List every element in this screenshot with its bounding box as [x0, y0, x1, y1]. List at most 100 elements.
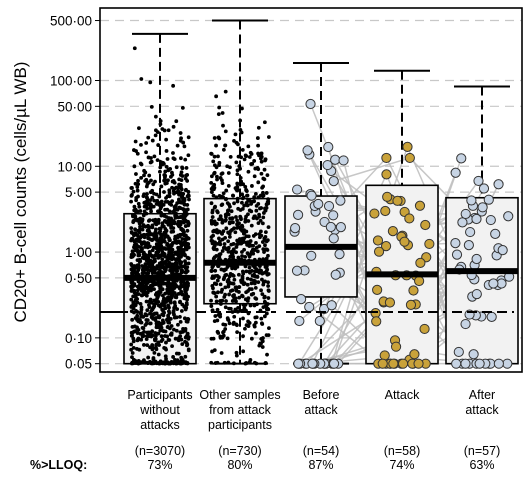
sample-point [158, 328, 163, 333]
sample-point [157, 244, 161, 248]
sample-point [137, 361, 142, 365]
sample-point [253, 191, 258, 196]
paired-point [457, 217, 468, 228]
sample-point [215, 278, 220, 283]
sample-point [150, 345, 155, 350]
sample-point [165, 234, 170, 239]
sample-point [153, 114, 158, 119]
paired-point [493, 179, 504, 190]
sample-point [186, 335, 191, 340]
sample-point [242, 247, 247, 252]
sample-point [175, 307, 180, 312]
sample-point [150, 138, 155, 143]
paired-point [296, 294, 307, 305]
sample-point [215, 177, 219, 182]
sample-point [256, 167, 261, 172]
sample-point [174, 351, 179, 356]
sample-point [233, 132, 238, 137]
sample-point [265, 306, 270, 311]
sample-point [152, 154, 157, 159]
sample-point [129, 237, 134, 241]
sample-point [152, 337, 157, 342]
paired-point [304, 301, 315, 313]
sample-point [263, 279, 267, 284]
sample-point [266, 284, 271, 288]
sample-point [243, 217, 248, 222]
sample-point [223, 292, 227, 297]
sample-point [264, 269, 269, 274]
sample-count: (n=58) [383, 444, 421, 458]
sample-point [247, 254, 252, 259]
sample-point [228, 204, 232, 209]
sample-point [181, 250, 186, 254]
sample-point [131, 189, 136, 194]
sample-point [231, 193, 235, 198]
sample-point [172, 207, 177, 212]
sample-point [218, 335, 223, 340]
sample-point [132, 310, 136, 315]
sample-point [220, 287, 225, 292]
sample-point [132, 233, 136, 238]
sample-point [252, 195, 257, 200]
x-category-line: without [140, 403, 180, 417]
sample-point [214, 195, 219, 200]
paired-point [409, 349, 420, 360]
sample-point [131, 345, 136, 350]
sample-point [174, 328, 179, 333]
sample-point [153, 360, 157, 365]
sample-point [145, 192, 149, 196]
sample-point [214, 94, 219, 99]
sample-point [136, 336, 141, 341]
sample-point [220, 298, 225, 303]
sample-point [146, 135, 151, 140]
sample-point [178, 291, 183, 296]
sample-point [165, 287, 170, 292]
sample-point [183, 259, 187, 263]
sample-point [132, 46, 137, 51]
sample-point [166, 295, 170, 300]
paired-point [471, 213, 482, 225]
sample-point [209, 336, 214, 341]
axes: 500·00 100·00 50·00 10·00 5·00 1·00 0·50 0·10 0·… [50, 7, 523, 373]
sample-point [252, 324, 257, 329]
sample-point [209, 360, 214, 365]
sample-point [217, 163, 222, 167]
sample-point [150, 223, 155, 228]
sample-point [240, 269, 245, 274]
sample-point [130, 333, 134, 338]
sample-point [235, 172, 240, 177]
paired-point [328, 176, 339, 187]
sample-point [261, 215, 266, 220]
sample-point [215, 307, 220, 312]
sample-point [244, 189, 249, 194]
sample-point [256, 201, 261, 206]
sample-point [248, 239, 253, 243]
paired-point [402, 141, 413, 152]
sample-point [155, 158, 160, 162]
sample-point [255, 249, 260, 254]
sample-point [178, 248, 183, 253]
sample-point [260, 345, 265, 349]
lloq-percent: 80% [227, 458, 253, 472]
sample-point [237, 164, 242, 168]
sample-point [245, 299, 250, 303]
sample-point [166, 315, 171, 319]
sample-point [168, 326, 172, 331]
sample-point [255, 136, 260, 140]
sample-point [222, 360, 227, 365]
sample-point [172, 282, 177, 287]
sample-point [250, 199, 255, 204]
sample-point [156, 300, 161, 304]
sample-point [263, 361, 268, 366]
sample-point [259, 151, 264, 156]
sample-point [180, 237, 185, 241]
sample-point [181, 213, 186, 218]
sample-point [150, 238, 155, 242]
sample-point [141, 223, 146, 227]
sample-point [186, 261, 191, 266]
sample-point [135, 151, 140, 156]
sample-point [136, 263, 141, 267]
sample-point [235, 196, 240, 201]
sample-point [253, 279, 257, 283]
sample-point [263, 301, 268, 305]
